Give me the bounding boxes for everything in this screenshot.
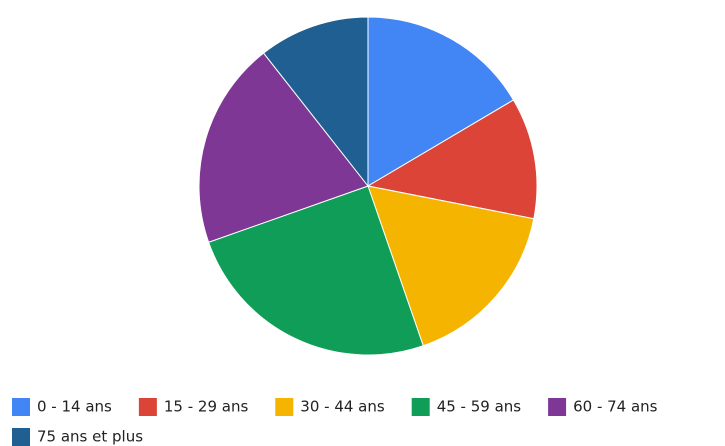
legend-label: 15 - 29 ans <box>164 398 249 416</box>
legend-swatch <box>411 398 430 416</box>
legend-swatch <box>12 428 30 446</box>
legend-label: 0 - 14 ans <box>37 398 112 416</box>
pie-slice <box>367 16 515 187</box>
pie-slice <box>262 16 369 188</box>
legend-label: 75 ans et plus <box>37 428 143 446</box>
pie-slice <box>207 185 424 356</box>
legend-label: 30 - 44 ans <box>300 398 385 416</box>
legend-swatch <box>548 398 567 416</box>
legend-label: 45 - 59 ans <box>437 398 522 416</box>
legend-swatch <box>275 398 294 416</box>
pie-slice <box>366 99 538 220</box>
legend-swatch <box>12 398 30 416</box>
legend-label: 60 - 74 ans <box>573 398 658 416</box>
legend-swatch <box>138 398 157 416</box>
pie-slice <box>198 52 369 243</box>
